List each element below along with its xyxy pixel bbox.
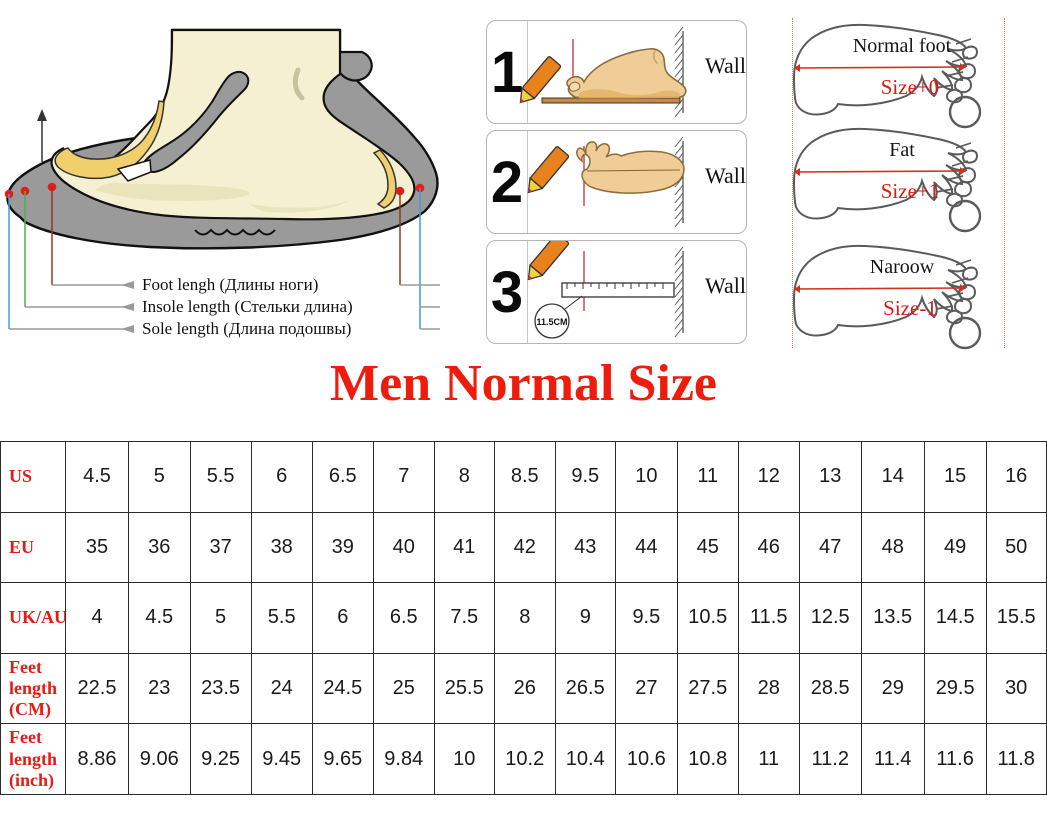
svg-text:11.5CM: 11.5CM [536, 317, 567, 327]
